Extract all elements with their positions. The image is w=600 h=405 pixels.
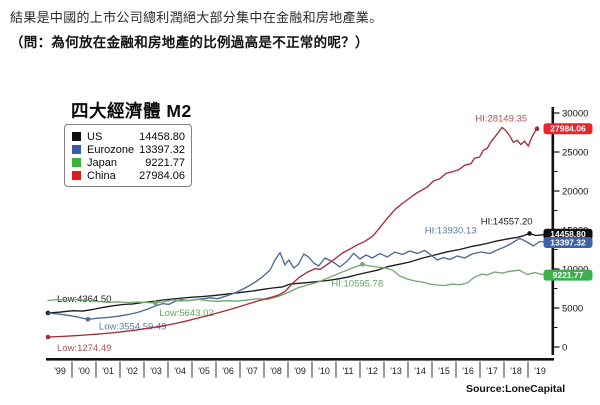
value-bubble-label-eurozone: 13397.32: [550, 238, 586, 248]
x-axis-line: [46, 358, 554, 361]
legend-row-us: US 14458.80: [72, 130, 185, 143]
series-annotation-china: HI:28149.35: [475, 113, 527, 124]
legend-row-china: China 27984.06: [72, 169, 185, 182]
series-line-china: [47, 126, 538, 338]
x-axis-year-label: '02: [126, 366, 138, 376]
x-axis-year-label: '14: [414, 366, 426, 376]
series-annotation-japan: HI:10595.78: [331, 278, 383, 289]
legend-row-eurozone: Eurozone 13397.32: [72, 143, 185, 156]
legend-series-name: US: [87, 130, 103, 143]
legend-swatch: [72, 145, 81, 154]
y-axis-tick-label: 20000: [562, 187, 588, 198]
legend-swatch: [72, 158, 81, 167]
x-axis-year-label: '13: [390, 366, 402, 376]
chart-legend: US 14458.80 Eurozone 13397.32 Japan 9221.77 Ch…: [64, 124, 192, 187]
legend-series-value: 14458.80: [139, 130, 185, 143]
series-annotation-japan: Low:5643.02: [159, 308, 213, 319]
x-axis-year-label: '03: [150, 366, 162, 376]
legend-series-value: 9221.77: [145, 156, 185, 169]
x-axis-year-label: '00: [78, 366, 90, 376]
legend-swatch: [72, 132, 81, 141]
value-bubble-us: [543, 228, 593, 240]
x-axis-year-label: '05: [198, 366, 210, 376]
series-line-japan: [47, 263, 549, 304]
legend-series-value: 27984.06: [139, 169, 185, 182]
x-axis-year-label: '08: [270, 366, 282, 376]
series-marker-eurozone: [85, 316, 91, 322]
value-bubble-label-japan: 9221.77: [553, 270, 584, 280]
series-marker-china: [45, 334, 51, 340]
legend-series-name: Japan: [87, 156, 117, 169]
x-axis-year-label: '10: [318, 366, 330, 376]
series-marker-china: [534, 126, 540, 132]
legend-series-name: China: [87, 169, 116, 182]
legend-row-japan: Japan 9221.77: [72, 156, 185, 169]
x-axis-year-label: '18: [510, 366, 522, 376]
x-axis-year-label: '11: [342, 366, 353, 376]
value-bubble-japan: [543, 269, 593, 281]
chart-title: 四大經濟體 M2: [71, 101, 192, 121]
x-axis-year-label: '16: [462, 366, 474, 376]
source-label: Source:LoneCapital: [466, 383, 566, 395]
series-annotation-china: Low:1274.49: [57, 343, 111, 354]
x-axis-year-label: '12: [366, 366, 378, 376]
legend-series-value: 13397.32: [139, 143, 185, 156]
x-axis-year-label: '17: [486, 366, 498, 376]
x-axis-year-label: '04: [174, 366, 186, 376]
y-axis-tick-label: 25000: [562, 148, 588, 159]
x-axis-year-label: '19: [534, 366, 546, 376]
x-axis-year-label: '15: [438, 366, 450, 376]
x-axis-year-label: '07: [246, 366, 258, 376]
legend-swatch: [72, 171, 81, 180]
y-axis-tick-label: 5000: [562, 304, 583, 315]
series-annotation-eurozone: Low:3554.59.49: [99, 321, 167, 332]
series-marker-japan: [152, 300, 158, 306]
series-line-eurozone: [47, 237, 549, 320]
series-annotation-eurozone: HI:13930.13: [425, 225, 477, 236]
legend-series-name: Eurozone: [87, 143, 135, 156]
y-axis-tick-label: 0: [562, 343, 567, 354]
series-marker-us: [527, 231, 532, 236]
caption-line-2: （問：為何放在金融和房地產的比例過高是不正常的呢？）: [10, 35, 369, 50]
series-marker-japan: [360, 262, 365, 267]
x-axis-year-label: '01: [102, 366, 114, 376]
value-bubble-china: [543, 123, 593, 135]
caption-line-1: 結果是中國的上市公司總利潤絕大部分集中在金融和房地產業。: [10, 10, 383, 25]
value-bubble-eurozone: [543, 237, 593, 249]
value-bubble-label-china: 27984.06: [550, 124, 586, 134]
x-axis-year-label: '06: [222, 366, 234, 376]
value-bubble-label-us: 14458.80: [550, 229, 586, 239]
series-line-us: [47, 232, 549, 314]
x-axis-year-label: '99: [54, 366, 66, 376]
x-axis-year-label: '09: [294, 366, 306, 376]
y-axis-tick-label: 30000: [562, 109, 588, 120]
series-annotation-us: HI:14557.20: [481, 216, 533, 227]
